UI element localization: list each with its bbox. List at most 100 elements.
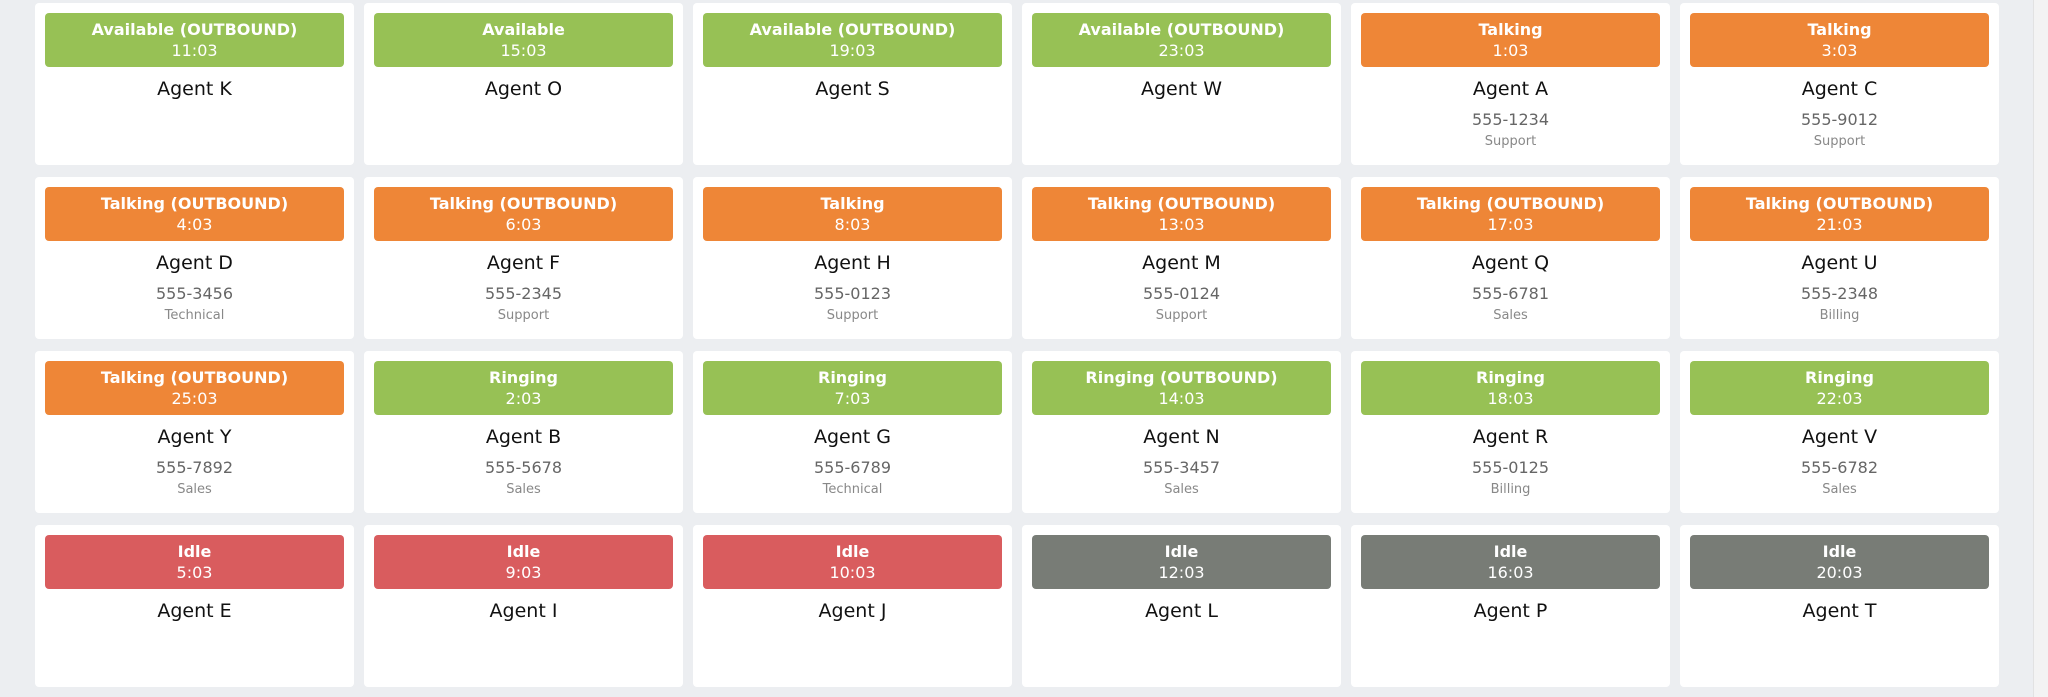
agent-phone: 555-3457 bbox=[1142, 458, 1221, 477]
status-time: 6:03 bbox=[505, 215, 542, 234]
agent-name: Agent F bbox=[486, 252, 561, 274]
agent-name: Agent D bbox=[156, 252, 233, 274]
status-time: 7:03 bbox=[834, 389, 871, 408]
status-time: 14:03 bbox=[1158, 389, 1205, 408]
status-text: Available (OUTBOUND) bbox=[91, 20, 298, 39]
status-text: Talking (OUTBOUND) bbox=[1745, 194, 1934, 213]
status-text: Idle bbox=[177, 542, 212, 561]
agent-card: Idle 12:03 Agent L bbox=[1022, 525, 1341, 687]
agent-card: Talking (OUTBOUND) 13:03 Agent M 555-0124 Su… bbox=[1022, 177, 1341, 339]
status-time: 13:03 bbox=[1158, 215, 1205, 234]
status-time: 23:03 bbox=[1158, 41, 1205, 60]
agent-phone: 555-6782 bbox=[1800, 458, 1879, 477]
agent-card: Available 15:03 Agent O bbox=[364, 3, 683, 165]
agent-card: Talking 3:03 Agent C 555-9012 Support bbox=[1680, 3, 1999, 165]
agent-card: Idle 16:03 Agent P bbox=[1351, 525, 1670, 687]
status-badge: Ringing 18:03 bbox=[1361, 361, 1660, 415]
agent-dept: Sales bbox=[1822, 482, 1857, 497]
status-badge: Idle 12:03 bbox=[1032, 535, 1331, 589]
status-text: Talking bbox=[820, 194, 885, 213]
agent-card: Available (OUTBOUND) 23:03 Agent W bbox=[1022, 3, 1341, 165]
status-text: Idle bbox=[1164, 542, 1199, 561]
agent-phone: 555-0124 bbox=[1142, 284, 1221, 303]
status-time: 19:03 bbox=[829, 41, 876, 60]
agent-name: Agent J bbox=[818, 600, 887, 622]
status-text: Talking (OUTBOUND) bbox=[1416, 194, 1605, 213]
status-text: Available (OUTBOUND) bbox=[1078, 20, 1285, 39]
status-time: 2:03 bbox=[505, 389, 542, 408]
status-time: 22:03 bbox=[1816, 389, 1863, 408]
status-badge: Talking (OUTBOUND) 4:03 bbox=[45, 187, 344, 241]
agent-dept: Support bbox=[497, 308, 550, 323]
agent-dept: Support bbox=[1813, 134, 1866, 149]
agent-name: Agent W bbox=[1140, 78, 1223, 100]
agent-phone: 555-3456 bbox=[155, 284, 234, 303]
agent-name: Agent P bbox=[1473, 600, 1548, 622]
agent-dept: Billing bbox=[1819, 308, 1860, 323]
scrollbar bbox=[2033, 0, 2048, 697]
agent-name: Agent C bbox=[1801, 78, 1878, 100]
agent-name: Agent T bbox=[1802, 600, 1877, 622]
agent-card: Talking (OUTBOUND) 17:03 Agent Q 555-6781 Sa… bbox=[1351, 177, 1670, 339]
status-badge: Available 15:03 bbox=[374, 13, 673, 67]
status-time: 17:03 bbox=[1487, 215, 1534, 234]
status-badge: Talking (OUTBOUND) 25:03 bbox=[45, 361, 344, 415]
agent-card: Ringing (OUTBOUND) 14:03 Agent N 555-3457 Sa… bbox=[1022, 351, 1341, 513]
agent-dept: Sales bbox=[1493, 308, 1528, 323]
status-badge: Idle 5:03 bbox=[45, 535, 344, 589]
agent-card: Idle 5:03 Agent E bbox=[35, 525, 354, 687]
agent-name: Agent O bbox=[484, 78, 563, 100]
status-badge: Talking (OUTBOUND) 21:03 bbox=[1690, 187, 1989, 241]
status-badge: Ringing 2:03 bbox=[374, 361, 673, 415]
agent-card: Ringing 18:03 Agent R 555-0125 Billing bbox=[1351, 351, 1670, 513]
agent-card: Talking (OUTBOUND) 4:03 Agent D 555-3456 Tec… bbox=[35, 177, 354, 339]
status-badge: Available (OUTBOUND) 11:03 bbox=[45, 13, 344, 67]
status-time: 15:03 bbox=[500, 41, 547, 60]
agent-phone: 555-6789 bbox=[813, 458, 892, 477]
status-text: Available bbox=[482, 20, 565, 39]
agent-dept: Technical bbox=[822, 482, 883, 497]
status-text: Talking (OUTBOUND) bbox=[1087, 194, 1276, 213]
status-text: Idle bbox=[1493, 542, 1528, 561]
agent-name: Agent G bbox=[813, 426, 891, 448]
status-time: 12:03 bbox=[1158, 563, 1205, 582]
agent-name: Agent N bbox=[1143, 426, 1220, 448]
status-text: Ringing bbox=[489, 368, 558, 387]
agent-card: Available (OUTBOUND) 11:03 Agent K bbox=[35, 3, 354, 165]
status-text: Idle bbox=[835, 542, 870, 561]
status-text: Idle bbox=[1822, 542, 1857, 561]
agent-name: Agent H bbox=[814, 252, 891, 274]
status-badge: Talking (OUTBOUND) 13:03 bbox=[1032, 187, 1331, 241]
status-badge: Talking (OUTBOUND) 6:03 bbox=[374, 187, 673, 241]
agent-phone: 555-6781 bbox=[1471, 284, 1550, 303]
agent-name: Agent K bbox=[157, 78, 232, 100]
status-badge: Idle 16:03 bbox=[1361, 535, 1660, 589]
status-badge: Talking 8:03 bbox=[703, 187, 1002, 241]
agent-dept: Sales bbox=[506, 482, 541, 497]
status-text: Ringing bbox=[1805, 368, 1874, 387]
agent-name: Agent L bbox=[1145, 600, 1218, 622]
status-time: 21:03 bbox=[1816, 215, 1863, 234]
status-badge: Idle 10:03 bbox=[703, 535, 1002, 589]
agent-name: Agent M bbox=[1142, 252, 1221, 274]
status-text: Ringing bbox=[1476, 368, 1545, 387]
agent-phone: 555-2345 bbox=[484, 284, 563, 303]
status-badge: Ringing 7:03 bbox=[703, 361, 1002, 415]
status-time: 10:03 bbox=[829, 563, 876, 582]
status-time: 1:03 bbox=[1492, 41, 1529, 60]
agent-name: Agent Q bbox=[1471, 252, 1550, 274]
status-time: 3:03 bbox=[1821, 41, 1858, 60]
agent-card: Talking 1:03 Agent A 555-1234 Support bbox=[1351, 3, 1670, 165]
status-time: 25:03 bbox=[171, 389, 218, 408]
status-text: Talking (OUTBOUND) bbox=[429, 194, 618, 213]
agent-card: Ringing 2:03 Agent B 555-5678 Sales bbox=[364, 351, 683, 513]
status-text: Ringing (OUTBOUND) bbox=[1085, 368, 1278, 387]
status-time: 4:03 bbox=[176, 215, 213, 234]
status-time: 9:03 bbox=[505, 563, 542, 582]
agent-name: Agent U bbox=[1801, 252, 1878, 274]
agent-card: Idle 20:03 Agent T bbox=[1680, 525, 1999, 687]
status-badge: Talking 1:03 bbox=[1361, 13, 1660, 67]
agent-dept: Sales bbox=[177, 482, 212, 497]
status-text: Talking (OUTBOUND) bbox=[100, 368, 289, 387]
status-text: Talking (OUTBOUND) bbox=[100, 194, 289, 213]
